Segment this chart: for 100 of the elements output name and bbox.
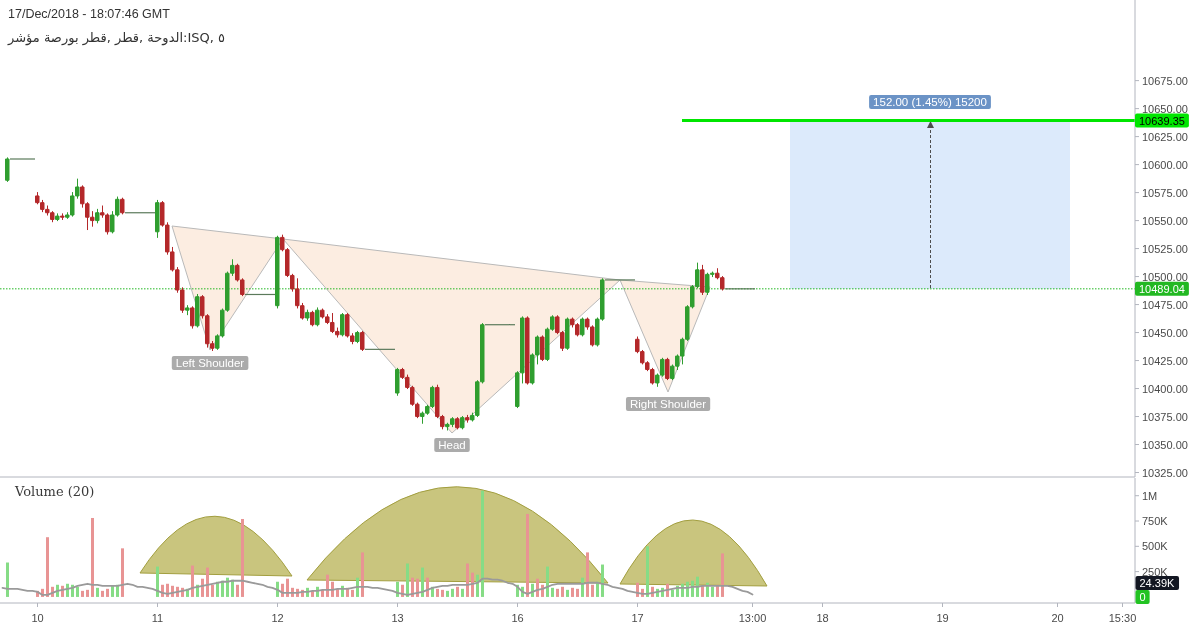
bar: [461, 588, 464, 597]
y-tick-label: 10350.00: [1142, 438, 1188, 451]
x-tick-label: 13: [391, 612, 404, 624]
bar: [471, 572, 474, 597]
bar: [326, 574, 329, 597]
x-tick-label: 11: [151, 612, 164, 624]
bar: [441, 589, 444, 597]
candlestick: [525, 316, 530, 385]
y-tick-label: 750K: [1142, 515, 1169, 528]
bar: [91, 517, 94, 597]
bar: [646, 546, 649, 597]
x-tick-label: 10: [31, 612, 44, 624]
y-tick-label: 10400.00: [1142, 382, 1188, 395]
candlestick: [580, 317, 585, 337]
bar: [421, 567, 424, 597]
text: مؤشر بورصة قطر, قطر, الدوحة:ISQ, ٥: [7, 30, 226, 46]
bar: [206, 567, 209, 597]
candlestick: [665, 357, 670, 381]
candlestick: [540, 335, 545, 362]
bar: [236, 584, 239, 597]
bar: [111, 585, 114, 597]
bar: [81, 590, 84, 597]
y-tick-label: 10625.00: [1142, 130, 1188, 143]
y-tick-label: 10550.00: [1142, 214, 1188, 227]
bar: [581, 577, 584, 597]
candlestick: [305, 309, 310, 321]
bar: [121, 548, 124, 597]
y-tick-label: 10475.00: [1142, 298, 1188, 311]
bar: [406, 563, 409, 597]
y-tick-label: 10575.00: [1142, 186, 1188, 199]
bar: [241, 518, 244, 597]
y-tick-label: 10375.00: [1142, 410, 1188, 423]
bar: [561, 586, 564, 597]
candlestick: [275, 235, 280, 309]
bar: [721, 553, 724, 597]
bar: [466, 563, 469, 597]
y-tick-label: 500K: [1142, 540, 1169, 553]
bar: [556, 588, 559, 597]
x-tick-label: 15:30: [1108, 612, 1137, 624]
bar: [436, 588, 439, 597]
x-tick-label: 20: [1051, 612, 1064, 624]
candlestick: [185, 305, 190, 316]
bar: [711, 586, 714, 597]
line-series: [1, 577, 754, 596]
candlestick: [120, 197, 125, 215]
bar: [46, 537, 49, 597]
candlestick: [5, 157, 10, 182]
annotation: Right Shoulder: [629, 398, 707, 410]
candlestick: [700, 264, 705, 295]
annotation: 17/Dec/2018 - 18:07:46 GMT: [8, 7, 171, 21]
x-tick-label: 12: [271, 612, 284, 624]
candlestick: [565, 317, 570, 350]
bar: [86, 589, 89, 597]
text: 24.39K: [1139, 577, 1176, 589]
bar: [601, 564, 604, 597]
ref-line-label: 10489.04: [1139, 282, 1185, 295]
bar: [446, 590, 449, 597]
candlestick: [355, 330, 360, 344]
candlestick: [195, 293, 200, 328]
bar: [456, 586, 459, 597]
bar: [351, 589, 354, 597]
bar: [566, 589, 569, 597]
text: Volume (20): [14, 484, 95, 499]
candlestick: [360, 330, 365, 351]
bar: [576, 588, 579, 597]
annotation: Head: [438, 439, 466, 451]
y-tick-label: 10325.00: [1142, 466, 1188, 479]
candlestick: [55, 213, 60, 222]
bar: [546, 566, 549, 597]
bar: [476, 574, 479, 597]
candlestick: [340, 313, 345, 337]
bar: [96, 587, 99, 597]
bar: [6, 562, 9, 597]
y-tick-label: 1M: [1142, 489, 1158, 502]
ref-line-label: 10639.35: [1139, 114, 1185, 127]
candlestick: [60, 213, 65, 220]
candlestick: [95, 208, 100, 224]
x-tick-label: 18: [816, 612, 829, 624]
y-tick-label: 10650.00: [1142, 102, 1188, 115]
bar: [106, 588, 109, 597]
annotation: 152.00 (1.45%) 15200: [873, 96, 987, 108]
bar: [191, 565, 194, 597]
x-tick-label: 17: [631, 612, 644, 624]
candlestick: [310, 310, 315, 327]
bar: [481, 490, 484, 597]
y-tick-label: 10675.00: [1142, 74, 1188, 87]
bar: [156, 566, 159, 597]
y-tick-label: 10425.00: [1142, 354, 1188, 367]
bar: [551, 587, 554, 597]
bar: [101, 590, 104, 597]
bar: [586, 552, 589, 597]
candlestick: [155, 199, 160, 238]
bar: [671, 589, 674, 597]
bar: [591, 584, 594, 597]
candlestick: [460, 416, 465, 430]
candlestick: [190, 306, 195, 329]
annotation: Left Shoulder: [175, 357, 245, 369]
y-tick-label: 250K: [1142, 565, 1169, 578]
x-tick-label: 19: [936, 612, 949, 624]
bar: [211, 584, 214, 597]
